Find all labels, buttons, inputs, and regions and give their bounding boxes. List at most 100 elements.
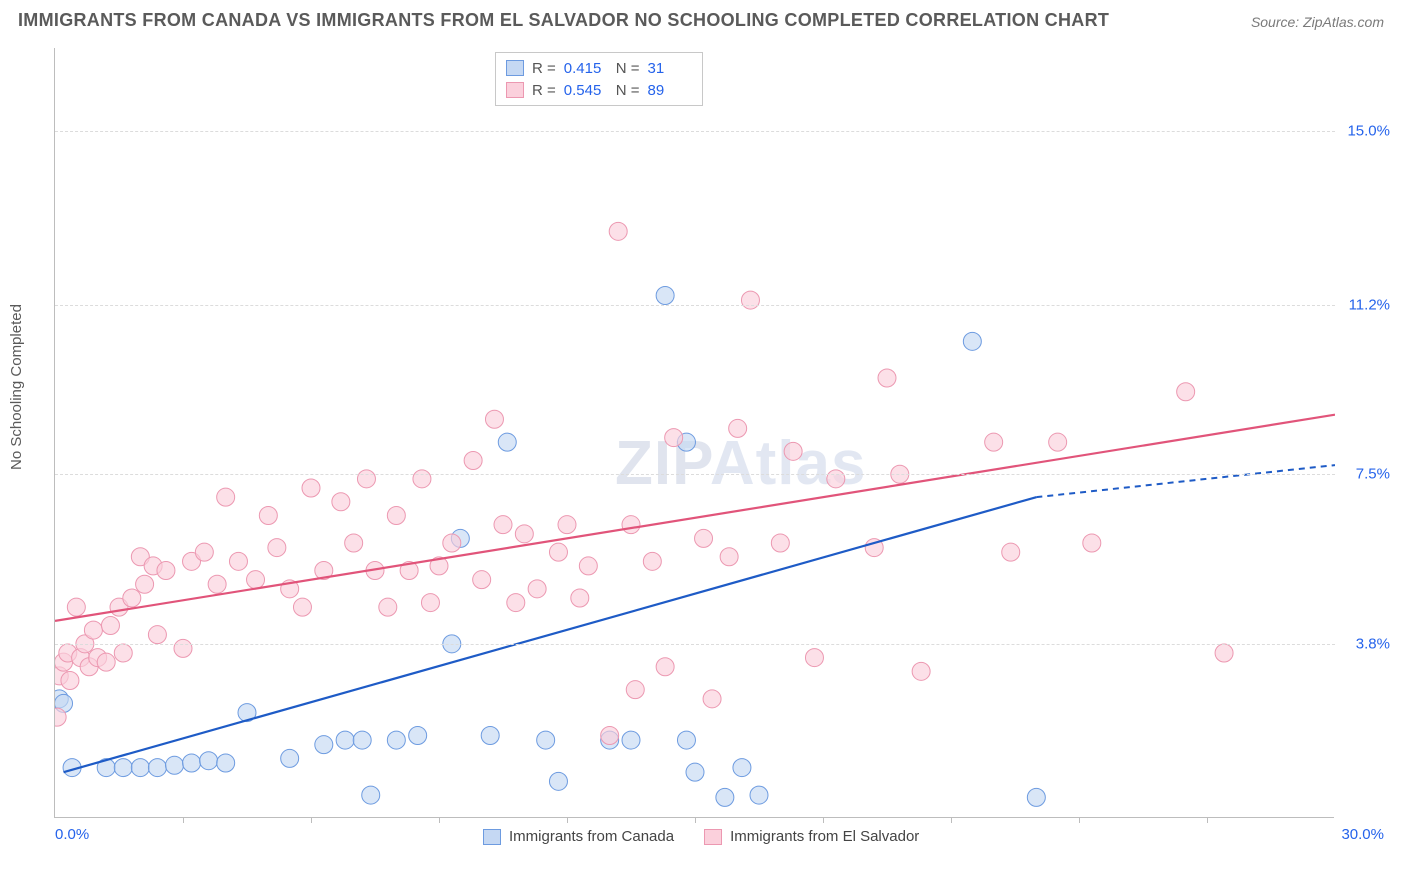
data-point <box>67 598 85 616</box>
x-tick-mark <box>695 817 696 823</box>
gridline <box>55 474 1335 475</box>
plot-area: ZIPAtlas R = 0.415 N = 31 R = 0.545 N = … <box>54 48 1334 818</box>
data-point <box>515 525 533 543</box>
data-point <box>494 516 512 534</box>
data-point <box>912 662 930 680</box>
x-tick-mark <box>439 817 440 823</box>
data-point <box>217 488 235 506</box>
legend-label-elsalvador: Immigrants from El Salvador <box>730 828 919 845</box>
data-point <box>827 470 845 488</box>
x-axis-max-label: 30.0% <box>1341 826 1384 843</box>
data-point <box>985 433 1003 451</box>
data-point <box>247 571 265 589</box>
data-point <box>208 575 226 593</box>
plot-svg <box>55 48 1335 818</box>
y-tick-label: 15.0% <box>1347 122 1390 139</box>
n-value-elsalvador: 89 <box>648 82 692 99</box>
x-tick-mark <box>183 817 184 823</box>
data-point <box>421 594 439 612</box>
data-point <box>165 756 183 774</box>
gridline <box>55 644 1335 645</box>
data-point <box>507 594 525 612</box>
data-point <box>409 727 427 745</box>
data-point <box>101 617 119 635</box>
r-value-elsalvador: 0.545 <box>564 82 608 99</box>
data-point <box>362 786 380 804</box>
data-point <box>1027 788 1045 806</box>
data-point <box>443 534 461 552</box>
data-point <box>537 731 555 749</box>
y-tick-label: 7.5% <box>1356 466 1390 483</box>
data-point <box>481 727 499 745</box>
data-point <box>571 589 589 607</box>
data-point <box>771 534 789 552</box>
data-point <box>1083 534 1101 552</box>
data-point <box>579 557 597 575</box>
data-point <box>695 529 713 547</box>
data-point <box>123 589 141 607</box>
data-point <box>878 369 896 387</box>
data-point <box>716 788 734 806</box>
data-point <box>750 786 768 804</box>
y-tick-label: 3.8% <box>1356 635 1390 652</box>
data-point <box>183 754 201 772</box>
r-value-canada: 0.415 <box>564 60 608 77</box>
series-legend: Immigrants from Canada Immigrants from E… <box>483 828 919 845</box>
data-point <box>549 543 567 561</box>
data-point <box>345 534 363 552</box>
trend-line-extrapolated <box>1036 465 1335 497</box>
data-point <box>558 516 576 534</box>
x-tick-mark <box>823 817 824 823</box>
data-point <box>473 571 491 589</box>
data-point <box>741 291 759 309</box>
data-point <box>84 621 102 639</box>
legend-label-canada: Immigrants from Canada <box>509 828 674 845</box>
data-point <box>357 470 375 488</box>
data-point <box>805 649 823 667</box>
data-point <box>387 731 405 749</box>
swatch-elsalvador <box>506 82 524 98</box>
data-point <box>549 772 567 790</box>
data-point <box>485 410 503 428</box>
gridline <box>55 305 1335 306</box>
data-point <box>195 543 213 561</box>
data-point <box>643 552 661 570</box>
swatch-canada-icon <box>483 829 501 845</box>
trend-line <box>64 497 1037 772</box>
x-tick-mark <box>1079 817 1080 823</box>
data-point <box>229 552 247 570</box>
data-point <box>677 731 695 749</box>
data-point <box>353 731 371 749</box>
chart-container: ZIPAtlas R = 0.415 N = 31 R = 0.545 N = … <box>54 48 1384 818</box>
data-point <box>665 429 683 447</box>
data-point <box>622 731 640 749</box>
data-point <box>464 452 482 470</box>
data-point <box>157 562 175 580</box>
data-point <box>136 575 154 593</box>
data-point <box>61 672 79 690</box>
data-point <box>784 442 802 460</box>
data-point <box>114 759 132 777</box>
data-point <box>1049 433 1067 451</box>
y-axis-label: No Schooling Completed <box>8 304 25 470</box>
source-attribution: Source: ZipAtlas.com <box>1251 14 1384 30</box>
n-label: N = <box>616 82 640 99</box>
data-point <box>259 507 277 525</box>
data-point <box>217 754 235 772</box>
data-point <box>686 763 704 781</box>
data-point <box>268 539 286 557</box>
x-tick-mark <box>567 817 568 823</box>
x-tick-mark <box>1207 817 1208 823</box>
data-point <box>626 681 644 699</box>
data-point <box>720 548 738 566</box>
correlation-row-canada: R = 0.415 N = 31 <box>506 57 692 79</box>
data-point <box>302 479 320 497</box>
data-point <box>200 752 218 770</box>
data-point <box>332 493 350 511</box>
data-point <box>148 626 166 644</box>
swatch-elsalvador-icon <box>704 829 722 845</box>
data-point <box>656 287 674 305</box>
data-point <box>293 598 311 616</box>
legend-item-canada: Immigrants from Canada <box>483 828 674 845</box>
x-axis-min-label: 0.0% <box>55 826 89 843</box>
